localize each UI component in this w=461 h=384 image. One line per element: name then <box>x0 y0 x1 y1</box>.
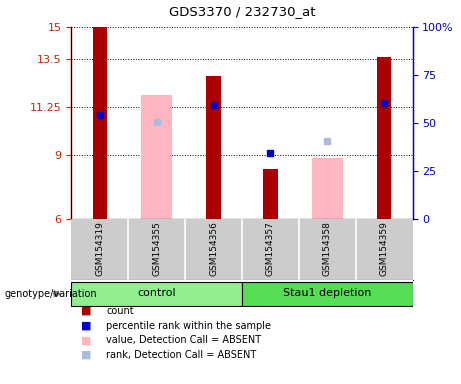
Text: GSM154355: GSM154355 <box>152 221 161 276</box>
Text: count: count <box>106 306 134 316</box>
Bar <box>141 95 172 219</box>
Text: GSM154357: GSM154357 <box>266 221 275 276</box>
Text: GDS3370 / 232730_at: GDS3370 / 232730_at <box>169 5 315 18</box>
Bar <box>263 169 278 219</box>
Bar <box>71 282 242 306</box>
Bar <box>242 282 413 306</box>
Text: GSM154358: GSM154358 <box>323 221 332 276</box>
Text: value, Detection Call = ABSENT: value, Detection Call = ABSENT <box>106 335 261 345</box>
Text: ■: ■ <box>81 321 91 331</box>
Bar <box>377 57 391 219</box>
Text: Stau1 depletion: Stau1 depletion <box>283 288 372 298</box>
Text: percentile rank within the sample: percentile rank within the sample <box>106 321 271 331</box>
Text: GSM154356: GSM154356 <box>209 221 218 276</box>
Text: rank, Detection Call = ABSENT: rank, Detection Call = ABSENT <box>106 350 256 360</box>
Text: genotype/variation: genotype/variation <box>5 289 97 299</box>
Bar <box>312 158 343 219</box>
Bar <box>93 27 107 219</box>
Text: control: control <box>137 288 176 298</box>
Text: ■: ■ <box>81 335 91 345</box>
Text: ■: ■ <box>81 350 91 360</box>
Bar <box>207 76 221 219</box>
Text: GSM154319: GSM154319 <box>95 221 104 276</box>
Text: ■: ■ <box>81 306 91 316</box>
Text: GSM154359: GSM154359 <box>380 221 389 276</box>
